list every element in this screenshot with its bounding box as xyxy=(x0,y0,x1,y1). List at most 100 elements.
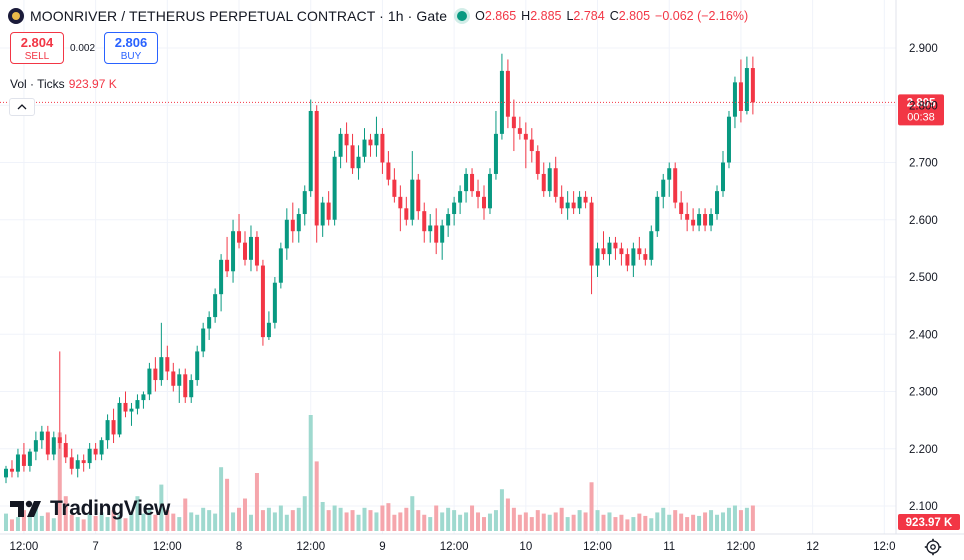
candle xyxy=(440,219,445,260)
volume-bar xyxy=(189,512,194,531)
buy-price: 2.806 xyxy=(114,35,148,50)
candle-body xyxy=(87,448,92,464)
volume-bar xyxy=(105,517,110,531)
candle xyxy=(314,105,319,243)
candle-body xyxy=(368,139,373,146)
candle-body xyxy=(697,214,702,226)
candle-body xyxy=(165,357,170,372)
volume-bar xyxy=(302,496,307,531)
tradingview-logo[interactable]: TradingView xyxy=(10,497,170,521)
volume-bar xyxy=(386,503,391,531)
price-axis[interactable]: 2.900 2.800 2.700 2.600 2.500 2.400 2.300 2.200… xyxy=(895,0,960,534)
candle xyxy=(243,231,247,266)
sell-button[interactable]: 2.804 SELL xyxy=(10,32,64,64)
candle xyxy=(219,254,224,312)
candle xyxy=(362,128,367,163)
volume-bar xyxy=(661,507,666,531)
candle-countdown: 00:38 xyxy=(907,111,935,123)
volume-bar xyxy=(219,467,224,531)
volume-bar xyxy=(643,515,648,531)
candle-body xyxy=(476,191,481,197)
candle xyxy=(715,185,720,220)
volume-bar xyxy=(487,513,492,531)
volume-bar xyxy=(744,507,749,531)
volume-bar xyxy=(201,507,206,531)
candle xyxy=(368,133,373,157)
volume-bar xyxy=(619,514,624,531)
volume-bar xyxy=(296,507,301,531)
candle-body xyxy=(308,110,313,192)
volume-bar xyxy=(523,512,528,531)
volume-bar xyxy=(45,512,50,531)
candle-body xyxy=(601,248,606,255)
volume-bar xyxy=(39,515,44,531)
tradingview-logo-text: TradingView xyxy=(50,497,171,520)
volume-bar xyxy=(464,512,469,531)
candle-body xyxy=(529,139,534,152)
x-tick-label: 10 xyxy=(519,541,532,553)
volume-bar xyxy=(416,510,421,531)
candle-body xyxy=(404,208,409,220)
candle-body xyxy=(619,248,624,255)
candle-body xyxy=(721,162,725,192)
ohlc-high: H2.885 xyxy=(521,9,562,23)
gear-icon[interactable] xyxy=(924,538,942,556)
volume-bar xyxy=(320,502,325,531)
symbol-logo-icon xyxy=(8,8,24,24)
volume-bar xyxy=(344,512,349,531)
candle xyxy=(141,391,146,409)
candle-body xyxy=(607,242,612,255)
volume-bar xyxy=(595,510,600,531)
volume-axis-label: 923.97 K xyxy=(906,517,953,529)
candle-body xyxy=(290,219,295,232)
volume-bar xyxy=(750,505,755,531)
candle-body xyxy=(732,82,737,117)
candle xyxy=(308,99,313,197)
time-axis[interactable]: 12:00 7 12:00 8 12:00 9 12:00 10 12:00 11 12:00 12 1… xyxy=(0,533,964,553)
candle-body xyxy=(715,191,720,215)
candle xyxy=(655,191,660,237)
volume-bar xyxy=(213,513,218,531)
volume-bar xyxy=(272,512,277,531)
symbol-title[interactable]: MOONRIVER / TETHERUS PERPETUAL CONTRACT … xyxy=(30,8,448,24)
candle xyxy=(452,196,457,226)
candle xyxy=(111,408,116,444)
candle-body xyxy=(159,357,164,381)
candle-body xyxy=(296,214,301,232)
candle xyxy=(428,214,433,243)
candle-body xyxy=(57,437,62,444)
candle-body xyxy=(631,248,636,266)
volume-bar xyxy=(266,507,271,531)
volume-bar xyxy=(123,518,128,531)
volume-bar xyxy=(147,507,152,531)
candle-body xyxy=(750,68,755,103)
candle xyxy=(398,185,403,232)
volume-legend[interactable]: Vol · Ticks 923.97 K xyxy=(10,77,117,91)
volume-bar xyxy=(535,510,540,531)
collapse-legend-button[interactable] xyxy=(9,98,35,116)
y-tick-label: 2.500 xyxy=(909,272,938,284)
candle xyxy=(51,431,56,461)
candle xyxy=(374,116,379,157)
last-price-line: 2.805 00:38 xyxy=(0,94,944,126)
candle-body xyxy=(470,173,475,192)
candle-body xyxy=(266,322,271,338)
volume-value: 923.97 K xyxy=(68,77,117,91)
buy-button[interactable]: 2.806 BUY xyxy=(104,32,158,64)
volume-bar xyxy=(541,513,546,531)
ohlc-low: L2.784 xyxy=(566,9,605,23)
chevron-up-icon xyxy=(17,104,27,110)
y-tick-label: 2.600 xyxy=(909,215,938,227)
candle-body xyxy=(272,282,277,323)
candle xyxy=(529,128,534,163)
volume-bar xyxy=(446,507,451,531)
candle xyxy=(458,185,463,215)
volume-bar xyxy=(260,510,265,531)
candle-body xyxy=(452,202,457,215)
candle xyxy=(535,145,540,180)
candle-body xyxy=(171,371,176,386)
volume-bar xyxy=(314,461,319,531)
sell-price: 2.804 xyxy=(20,35,54,50)
volume-bar xyxy=(278,505,283,531)
